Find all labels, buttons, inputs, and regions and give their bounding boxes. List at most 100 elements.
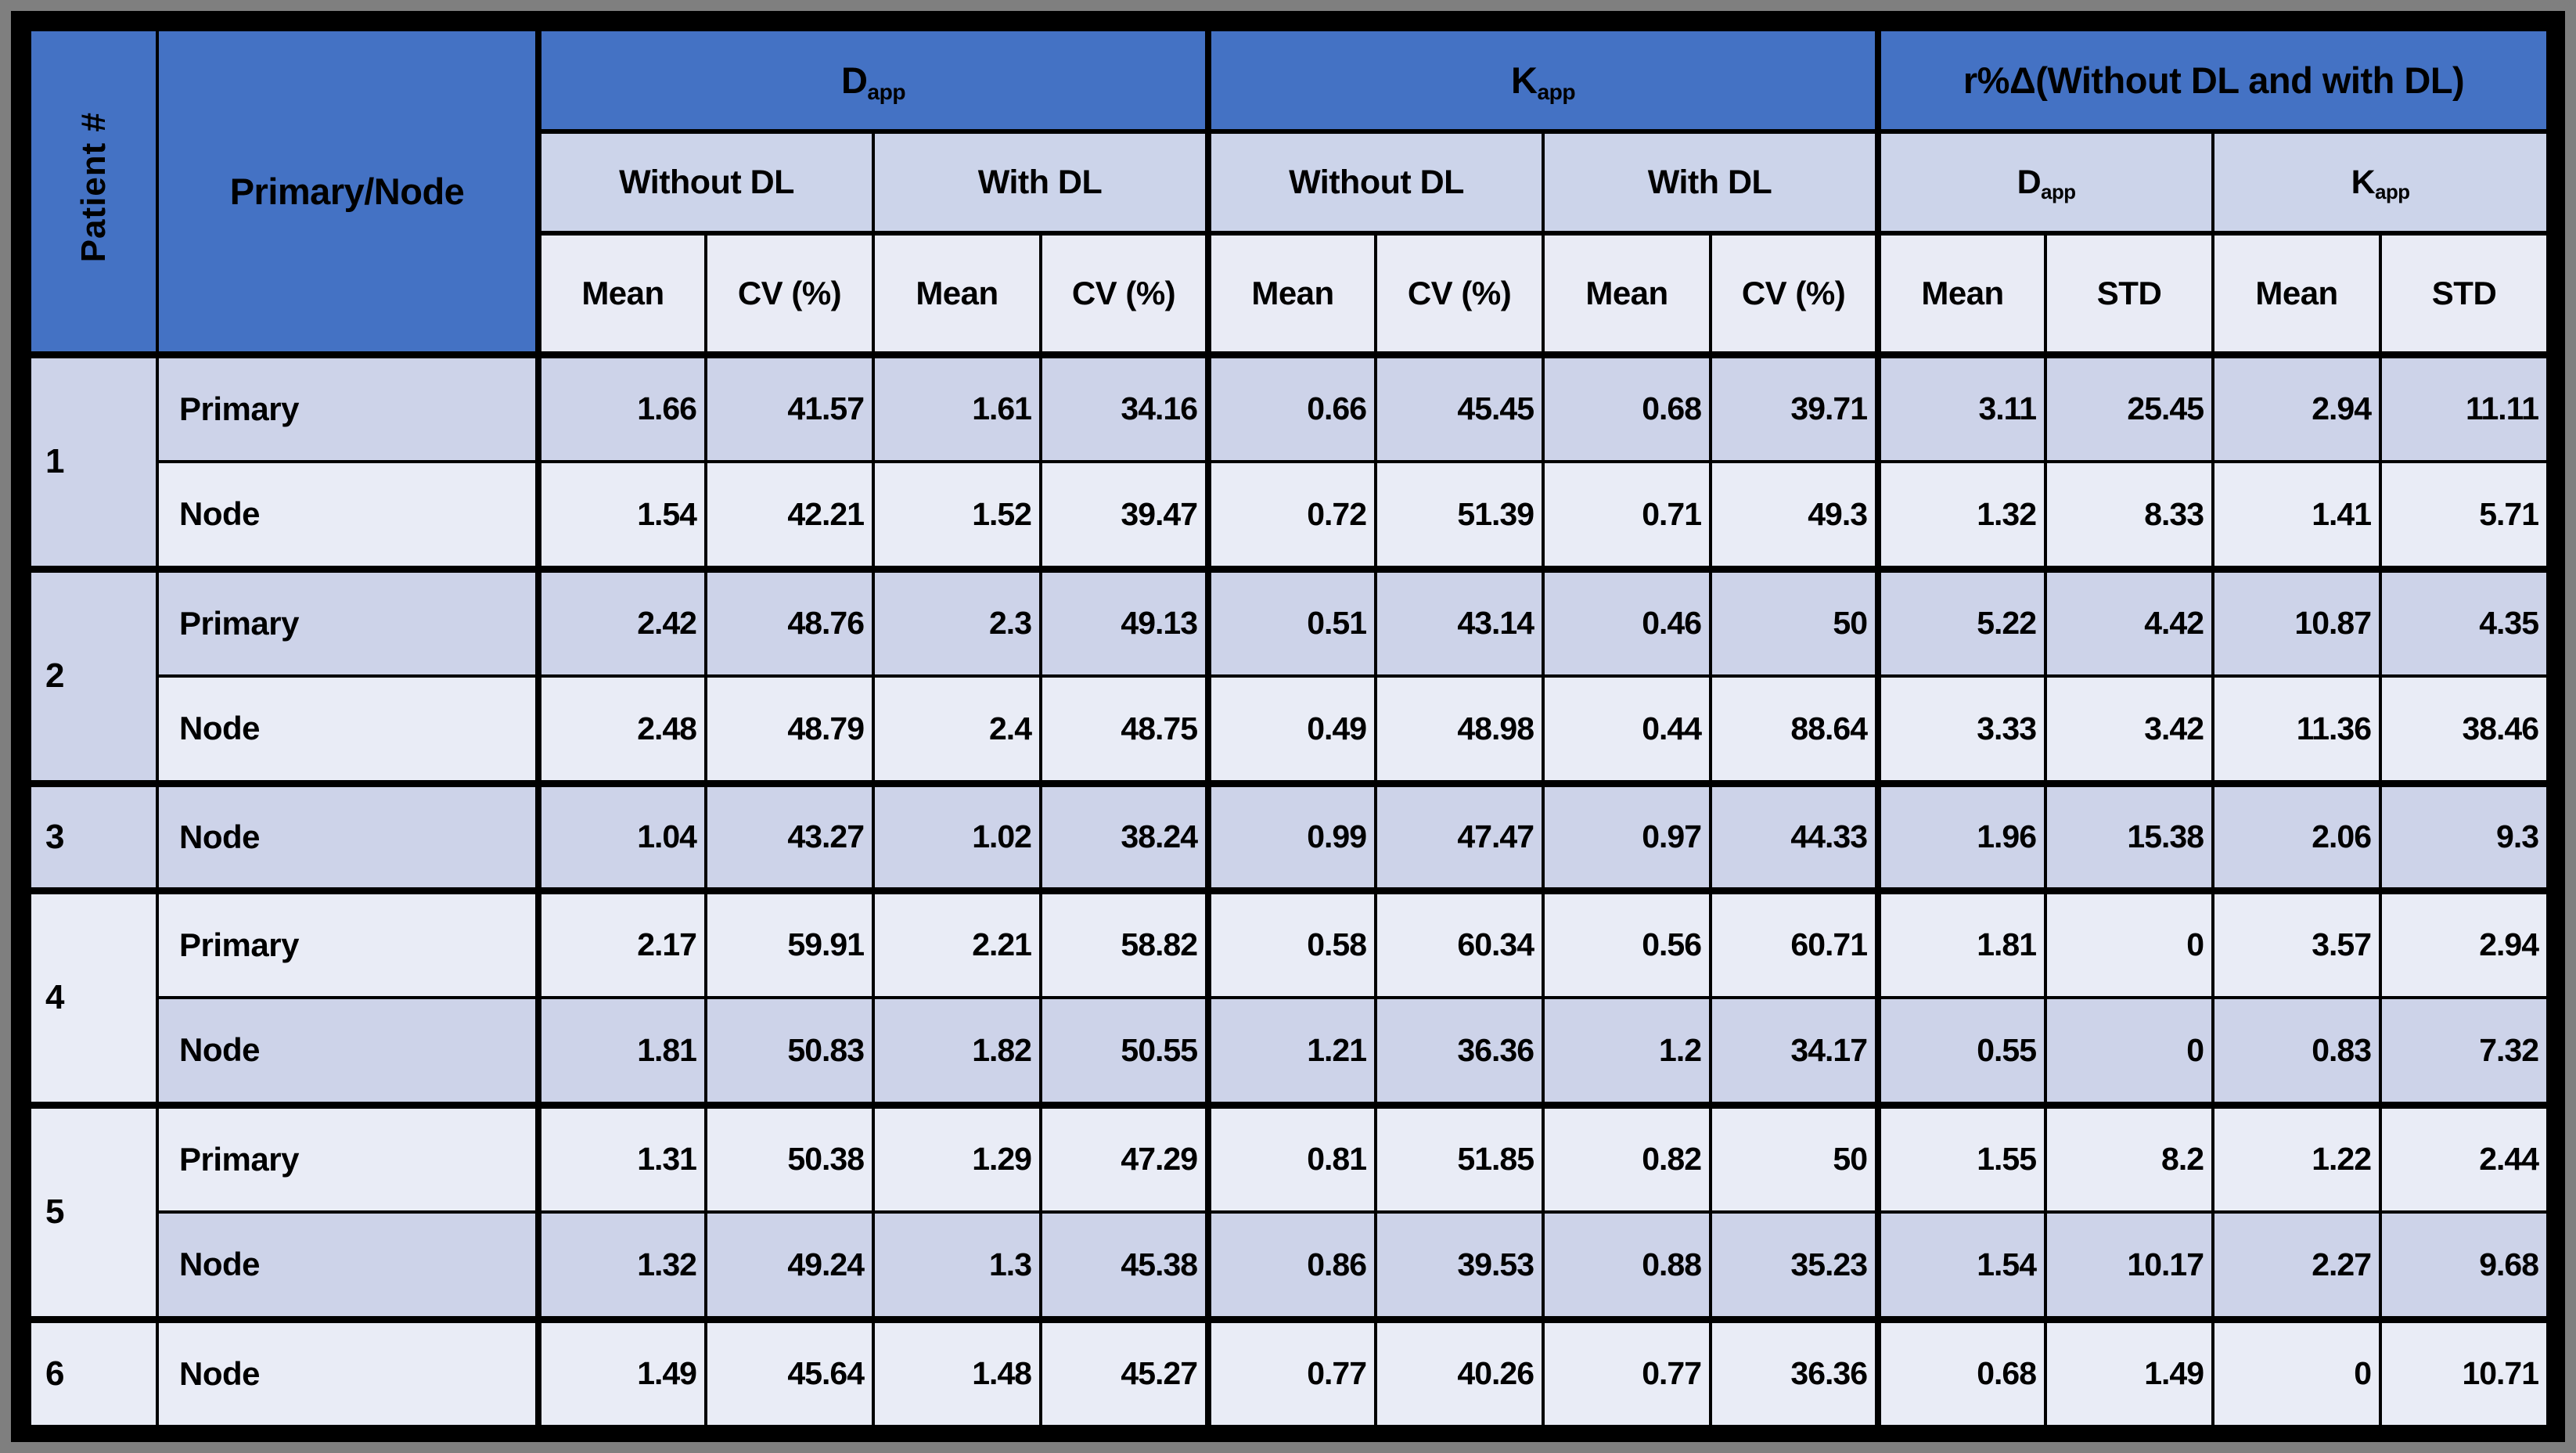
dapp-base: D: [840, 59, 868, 101]
row-label-node: Node: [156, 1315, 540, 1428]
data-cell: 0.99: [1205, 779, 1378, 892]
data-cell: 45.45: [1374, 351, 1545, 463]
data-cell: 11.11: [2379, 351, 2550, 463]
data-cell: 0.77: [1542, 1315, 1713, 1428]
data-cell: 1.49: [535, 1315, 707, 1428]
header-col-mean: Mean: [2211, 232, 2383, 358]
header-row-dl: Without DL With DL Without DL With DL Da…: [30, 130, 2550, 236]
data-cell: 0.86: [1205, 1210, 1378, 1321]
table-row: Node 1.54 42.21 1.52 39.47 0.72 51.39 0.71 49.3 1…: [30, 460, 2550, 570]
kapp-base: K: [1510, 59, 1538, 101]
data-cell: 1.66: [535, 351, 707, 463]
header-col-cv: CV (%): [704, 232, 875, 358]
header-row-groups: Patient # Primary/Node Dapp Kapp r%Δ(Wit…: [28, 28, 2550, 357]
data-cell: 0.46: [1542, 565, 1713, 678]
header-rdelta-kapp: Kapp: [2211, 130, 2550, 236]
data-cell: 0.55: [1875, 996, 2048, 1106]
data-cell: 0.83: [2211, 996, 2383, 1106]
data-cell: 42.21: [704, 460, 875, 570]
header-dapp-without-dl: Without DL: [535, 130, 875, 236]
data-cell: 50: [1709, 1101, 1880, 1214]
row-label-primary: Primary: [156, 351, 540, 463]
data-cell: 43.14: [1374, 565, 1545, 678]
data-cell: 4.35: [2379, 565, 2550, 678]
header-rdelta-group: r%Δ(Without DL and with DL): [1875, 28, 2550, 134]
data-cell: 3.33: [1875, 674, 2048, 785]
data-cell: 49.13: [1038, 565, 1211, 678]
header-col-std: STD: [2379, 232, 2550, 358]
patient-number-cell: 1: [28, 351, 159, 570]
data-cell: 11.36: [2211, 674, 2383, 785]
data-cell: 38.24: [1038, 779, 1211, 892]
data-cell: 51.39: [1374, 460, 1545, 570]
data-cell: 59.91: [704, 887, 875, 999]
data-cell: 8.2: [2044, 1101, 2215, 1214]
data-cell: 2.17: [535, 887, 707, 999]
data-cell: 36.36: [1709, 1315, 1880, 1428]
data-cell: 0.56: [1542, 887, 1713, 999]
rdelta-kapp-base: K: [2351, 163, 2376, 201]
data-cell: 10.71: [2379, 1315, 2550, 1428]
data-cell: 0.72: [1205, 460, 1378, 570]
table-row: Node 2.48 48.79 2.4 48.75 0.49 48.98 0.44 88.64 3…: [30, 674, 2550, 785]
data-cell: 3.11: [1875, 351, 2048, 463]
table-header: Patient # Primary/Node Dapp Kapp r%Δ(Wit…: [28, 28, 2550, 358]
data-cell: 0.58: [1205, 887, 1378, 999]
rdelta-dapp-base: D: [2017, 163, 2042, 201]
patient-number-vertical-label: Patient #: [74, 111, 113, 262]
data-cell: 50: [1709, 565, 1880, 678]
data-cell: 2.42: [535, 565, 707, 678]
data-cell: 0.97: [1542, 779, 1713, 892]
data-cell: 48.75: [1038, 674, 1211, 785]
data-cell: 49.24: [704, 1210, 875, 1321]
data-cell: 50.83: [704, 996, 875, 1106]
data-cell: 1.29: [872, 1101, 1042, 1214]
data-cell: 1.22: [2211, 1101, 2383, 1214]
header-rdelta-dapp: Dapp: [1875, 130, 2215, 236]
data-cell: 88.64: [1709, 674, 1880, 785]
data-cell: 34.17: [1709, 996, 1880, 1106]
data-cell: 0.82: [1542, 1101, 1713, 1214]
data-cell: 1.55: [1875, 1101, 2048, 1214]
data-cell: 0.51: [1205, 565, 1378, 678]
row-label-primary: Primary: [156, 565, 540, 678]
table-row: 2 Primary 2.42 48.76 2.3 49.13 0.51 43.14 0.46 50…: [28, 565, 2550, 785]
data-cell: 1.32: [535, 1210, 707, 1321]
data-cell: 1.02: [872, 779, 1042, 892]
data-cell: 45.38: [1038, 1210, 1211, 1321]
patient-number-cell: 6: [28, 1315, 159, 1428]
data-cell: 43.27: [704, 779, 875, 892]
dapp-subscript: app: [867, 78, 906, 104]
data-cell: 2.44: [2379, 1101, 2550, 1214]
data-cell: 39.71: [1709, 351, 1880, 463]
header-col-cv: CV (%): [1374, 232, 1545, 358]
data-cell: 25.45: [2044, 351, 2215, 463]
header-col-std: STD: [2044, 232, 2215, 358]
header-dapp-group: Dapp: [534, 28, 1211, 134]
data-cell: 15.38: [2044, 779, 2215, 892]
data-cell: 35.23: [1709, 1210, 1880, 1321]
data-cell: 48.76: [704, 565, 875, 678]
header-col-mean: Mean: [872, 232, 1042, 358]
row-label-node: Node: [156, 460, 540, 570]
rdelta-dapp-subscript: app: [2041, 181, 2076, 203]
header-kapp-group: Kapp: [1205, 28, 1880, 134]
data-cell: 1.49: [2044, 1315, 2215, 1428]
data-cell: 2.21: [872, 887, 1042, 999]
data-cell: 1.41: [2211, 460, 2383, 570]
header-patient-number: Patient #: [28, 28, 159, 357]
table-row: 4 Primary 2.17 59.91 2.21 58.82 0.58 60.34 0.56 6…: [28, 887, 2550, 1106]
patient-number-cell: 5: [28, 1101, 159, 1321]
data-cell: 2.4: [872, 674, 1042, 785]
data-cell: 1.31: [535, 1101, 707, 1214]
page-frame: Patient # Primary/Node Dapp Kapp r%Δ(Wit…: [11, 11, 2565, 1442]
table-row: 5 Primary 1.31 50.38 1.29 47.29 0.81 51.85 0.82 5…: [28, 1101, 2550, 1321]
header-col-mean: Mean: [1205, 232, 1378, 358]
data-cell: 1.81: [1875, 887, 2048, 999]
patient-number-cell: 4: [28, 887, 159, 1106]
rdelta-kapp-subscript: app: [2375, 181, 2410, 203]
data-cell: 2.94: [2211, 351, 2383, 463]
data-cell: 1.54: [1875, 1210, 2048, 1321]
data-cell: 1.96: [1875, 779, 2048, 892]
data-cell: 0: [2044, 996, 2215, 1106]
